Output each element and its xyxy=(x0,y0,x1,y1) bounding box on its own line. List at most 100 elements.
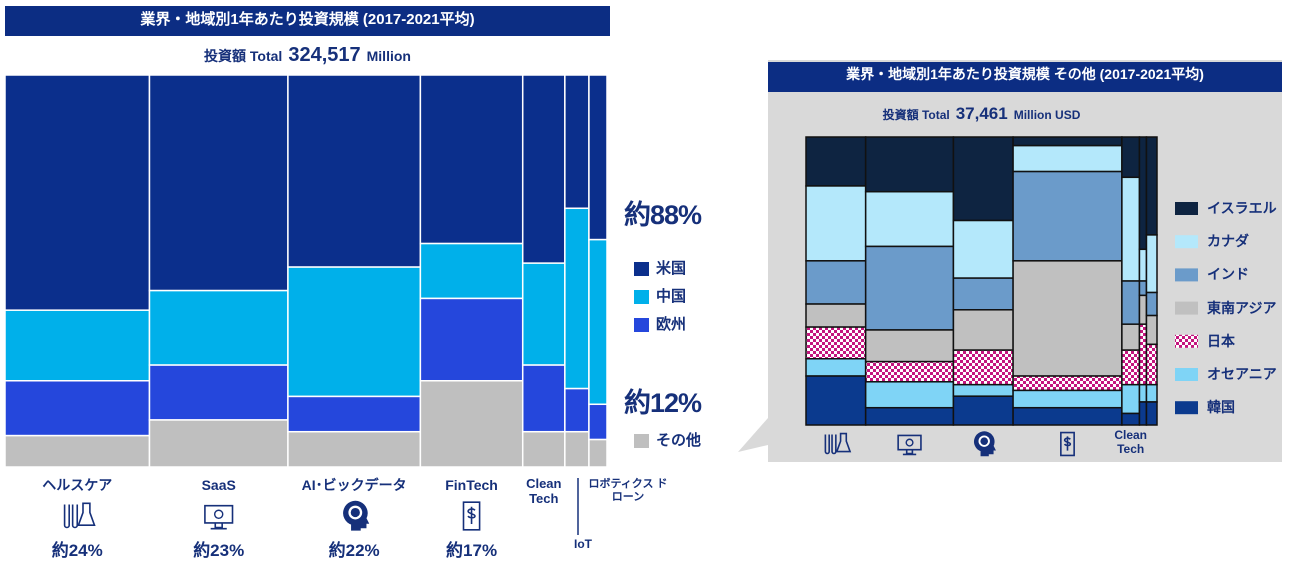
category-label: Clean Tech xyxy=(526,476,562,506)
subtitle: 投資額 Total 324,517 Million xyxy=(5,44,610,67)
segment xyxy=(419,74,524,245)
segment xyxy=(1138,136,1148,251)
title-bar xyxy=(768,62,1282,92)
legend-swatch xyxy=(1175,368,1198,381)
segment xyxy=(805,260,867,305)
segment xyxy=(4,434,151,468)
segment xyxy=(564,207,590,390)
legend-label: 東南アジア xyxy=(1207,299,1277,316)
segment xyxy=(588,74,608,241)
legend-label: オセアニア xyxy=(1207,366,1277,382)
segment xyxy=(1121,323,1141,351)
segment xyxy=(1138,401,1148,426)
segment xyxy=(1145,314,1158,346)
segment xyxy=(287,74,422,268)
subtitle-suffix: Million xyxy=(366,48,411,64)
icon xyxy=(1063,436,1072,451)
segment xyxy=(1012,375,1123,392)
segment xyxy=(1012,136,1123,147)
segment xyxy=(864,190,955,248)
legend-label: 日本 xyxy=(1207,332,1235,349)
icon xyxy=(835,432,852,453)
segment xyxy=(952,395,1014,426)
total: 324,517 xyxy=(288,44,361,66)
annotation: 約88% xyxy=(624,200,702,230)
segment xyxy=(1012,406,1123,426)
segment xyxy=(952,383,1014,397)
subtitle-suffix: Million USD xyxy=(1013,108,1081,122)
segment xyxy=(287,266,422,398)
subtitle: 投資額 Total 37,461 Million USD xyxy=(806,104,1157,124)
segment xyxy=(564,74,590,210)
legend-swatch xyxy=(634,262,649,276)
legend-label: カナダ xyxy=(1207,233,1249,250)
icon xyxy=(71,504,79,529)
category-label: AI･ビックデータ xyxy=(301,477,407,493)
segment xyxy=(419,297,524,382)
segment xyxy=(1012,389,1123,409)
legend-swatch xyxy=(1175,301,1198,315)
segment xyxy=(1121,176,1141,282)
chart-title: 業界・地域別1年あたり投資規模 (2017-2021平均) xyxy=(140,11,475,28)
legend-swatch xyxy=(634,318,649,332)
segment xyxy=(805,326,867,360)
segment xyxy=(1138,248,1148,282)
segment xyxy=(287,430,422,468)
segment xyxy=(864,360,955,383)
segment xyxy=(805,375,867,426)
segment xyxy=(805,358,867,377)
icon xyxy=(980,437,989,445)
segment xyxy=(1145,343,1158,386)
category-label: SaaS xyxy=(201,477,236,493)
segment xyxy=(805,136,867,187)
segment xyxy=(4,74,151,311)
legend-swatch xyxy=(1175,202,1198,215)
icon xyxy=(350,507,360,518)
segment xyxy=(148,74,289,292)
icon xyxy=(204,504,234,524)
legend-label: その他 xyxy=(656,432,702,449)
segment xyxy=(287,395,422,433)
segment xyxy=(419,380,524,468)
legend-label: 中国 xyxy=(656,288,687,305)
segment xyxy=(148,289,289,366)
icon xyxy=(902,449,917,456)
segment xyxy=(4,380,151,437)
subtitle-prefix: 投資額 Total xyxy=(204,48,283,64)
width-label: 約24% xyxy=(51,541,103,560)
segment xyxy=(521,74,566,264)
segment xyxy=(1121,280,1141,325)
legend-label: インド xyxy=(1207,266,1249,283)
segment xyxy=(588,403,608,441)
segment xyxy=(1012,144,1123,173)
segment xyxy=(952,136,1014,222)
category-label: ロボティクス ドローン xyxy=(588,478,668,503)
segment xyxy=(588,238,608,406)
icon xyxy=(77,502,96,526)
segment xyxy=(1138,323,1148,386)
segment xyxy=(1145,234,1158,294)
icon xyxy=(63,504,70,529)
icon xyxy=(462,501,481,531)
icon xyxy=(831,434,837,455)
total: 37,461 xyxy=(955,104,1008,123)
width-label: 約22% xyxy=(328,541,380,560)
width-label: 約23% xyxy=(193,541,245,560)
category-label: Clean Tech xyxy=(1114,428,1148,456)
callout xyxy=(738,418,768,452)
legend-swatch xyxy=(634,290,649,304)
segment xyxy=(564,430,590,468)
legend-label: イスラエル xyxy=(1207,200,1277,216)
legend-swatch xyxy=(1175,334,1198,348)
segment xyxy=(1145,383,1158,403)
segment xyxy=(588,438,608,468)
segment xyxy=(952,219,1014,279)
segment xyxy=(1145,136,1158,236)
segment xyxy=(4,309,151,382)
segment xyxy=(1012,260,1123,377)
segment xyxy=(805,185,867,262)
segment xyxy=(1138,294,1148,325)
annotation: 約12% xyxy=(624,388,702,418)
icon xyxy=(467,506,476,525)
